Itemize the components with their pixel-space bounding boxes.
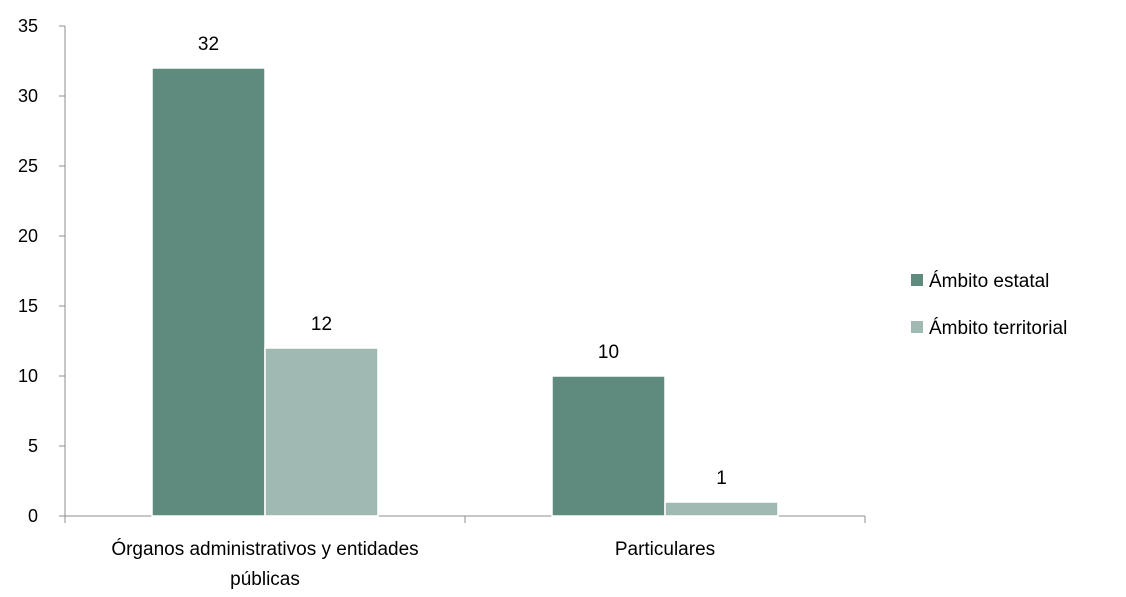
x-category-label: Órganos administrativos y entidades públi… [111, 538, 418, 590]
y-tick-label: 20 [18, 226, 38, 246]
legend-swatch [911, 274, 923, 286]
legend-label: Ámbito territorial [929, 318, 1067, 339]
y-tick-label: 35 [18, 16, 38, 36]
data-labels: 32 12 10 1 [198, 34, 727, 489]
y-tick-label: 5 [28, 436, 38, 456]
y-tick-label: 25 [18, 156, 38, 176]
data-label: 32 [198, 34, 219, 55]
y-tick-label: 10 [18, 366, 38, 386]
y-tick-label: 15 [18, 296, 38, 316]
data-label: 1 [716, 468, 727, 489]
category-labels: Órganos administrativos y entidades públi… [111, 538, 715, 590]
bar-ambito-estatal-0 [151, 67, 266, 517]
y-tick-label: 0 [28, 506, 38, 526]
y-axis: 0 5 10 15 20 25 30 35 [18, 16, 66, 526]
x-axis [64, 515, 866, 523]
legend: Ámbito estatal Ámbito territorial [911, 271, 1067, 339]
bar-ambito-territorial-0 [264, 347, 379, 517]
legend-label: Ámbito estatal [929, 271, 1049, 292]
legend-swatch [911, 321, 923, 333]
data-label: 12 [311, 314, 332, 335]
bar-ambito-territorial-1 [664, 501, 779, 517]
bars [151, 67, 779, 517]
x-category-label: Particulares [615, 539, 715, 560]
bar-ambito-estatal-1 [551, 375, 666, 517]
y-tick-label: 30 [18, 86, 38, 106]
data-label: 10 [598, 342, 619, 363]
